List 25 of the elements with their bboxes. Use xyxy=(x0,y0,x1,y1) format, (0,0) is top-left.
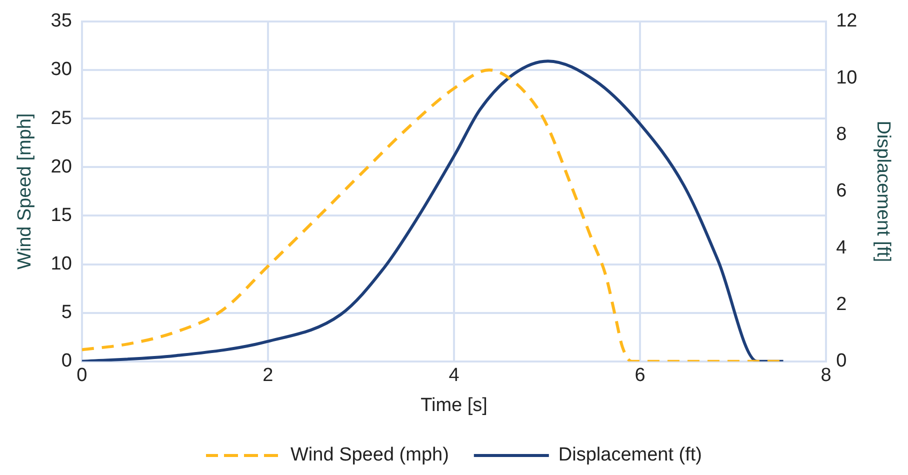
y2-axis-title: Displacement [ft] xyxy=(872,120,894,262)
y-tick-label: 15 xyxy=(50,204,72,226)
y-tick-label: 35 xyxy=(50,10,72,32)
y2-tick-label: 8 xyxy=(836,124,847,145)
y-tick-label: 0 xyxy=(61,350,72,372)
y-tick-label: 20 xyxy=(50,156,72,178)
y-axis-title: Wind Speed [mph] xyxy=(14,113,36,270)
y-tick-label: 30 xyxy=(50,59,72,80)
y2-tick-label: 0 xyxy=(836,350,847,372)
y2-tick-label: 2 xyxy=(836,294,847,315)
y-tick-label: 10 xyxy=(50,253,72,274)
x-axis-title: Time [s] xyxy=(420,394,488,416)
y2-tick-label: 10 xyxy=(836,67,858,88)
x-tick-label: 2 xyxy=(262,365,274,386)
y2-tick-label: 12 xyxy=(836,10,858,32)
y2-tick-label: 4 xyxy=(836,237,848,258)
legend-label: Wind Speed (mph) xyxy=(290,444,449,466)
x-tick-label: 6 xyxy=(634,365,646,386)
x-tick-label: 8 xyxy=(820,365,832,386)
legend-label: Displacement (ft) xyxy=(558,444,702,466)
x-tick-label: 0 xyxy=(76,365,88,386)
y-tick-label: 5 xyxy=(61,302,72,324)
y-tick-label: 25 xyxy=(50,108,72,129)
x-tick-label: 4 xyxy=(448,365,460,386)
y2-tick-label: 6 xyxy=(836,180,847,202)
